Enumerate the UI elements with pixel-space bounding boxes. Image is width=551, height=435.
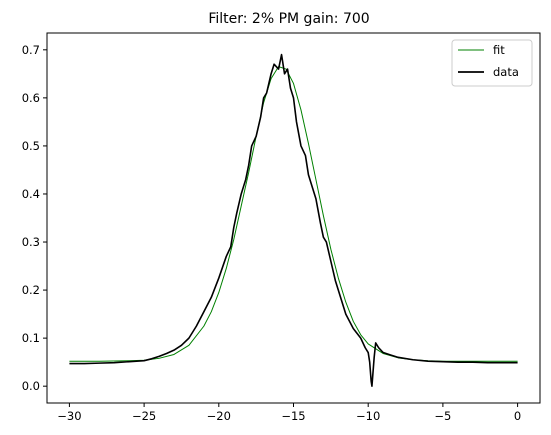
chart-title: Filter: 2% PM gain: 700	[208, 11, 369, 27]
x-tick-label: −15	[281, 409, 305, 423]
y-tick-label: 0.3	[22, 235, 40, 249]
series-layer	[69, 53, 518, 387]
x-tick-label: −20	[207, 409, 231, 423]
y-tick-label: 0.2	[22, 283, 40, 297]
y-tick-label: 0.6	[22, 91, 40, 105]
legend-fit-label: fit	[493, 43, 505, 57]
x-tick-label: −30	[57, 409, 81, 423]
x-tick-label: −5	[434, 409, 451, 423]
y-tick-label: 0.7	[22, 43, 40, 57]
legend-box	[451, 39, 533, 87]
y-axis: 0.0 0.1 0.2 0.3 0.4 0.5 0.6 0.7	[22, 43, 47, 393]
x-tick-label: 0	[514, 409, 521, 423]
x-axis: −30 −25 −20 −15 −10 −5 0	[57, 403, 521, 423]
y-tick-label: 0.1	[22, 331, 40, 345]
y-tick-label: 0.0	[22, 379, 40, 393]
y-tick-label: 0.4	[22, 187, 40, 201]
x-tick-label: −10	[356, 409, 380, 423]
series-line-fit	[69, 66, 518, 362]
legend: fit data	[451, 39, 533, 87]
y-tick-label: 0.5	[22, 139, 40, 153]
legend-data-label: data	[493, 65, 519, 79]
series-line-data	[69, 53, 518, 387]
x-tick-label: −25	[132, 409, 156, 423]
plot-frame	[46, 32, 541, 404]
